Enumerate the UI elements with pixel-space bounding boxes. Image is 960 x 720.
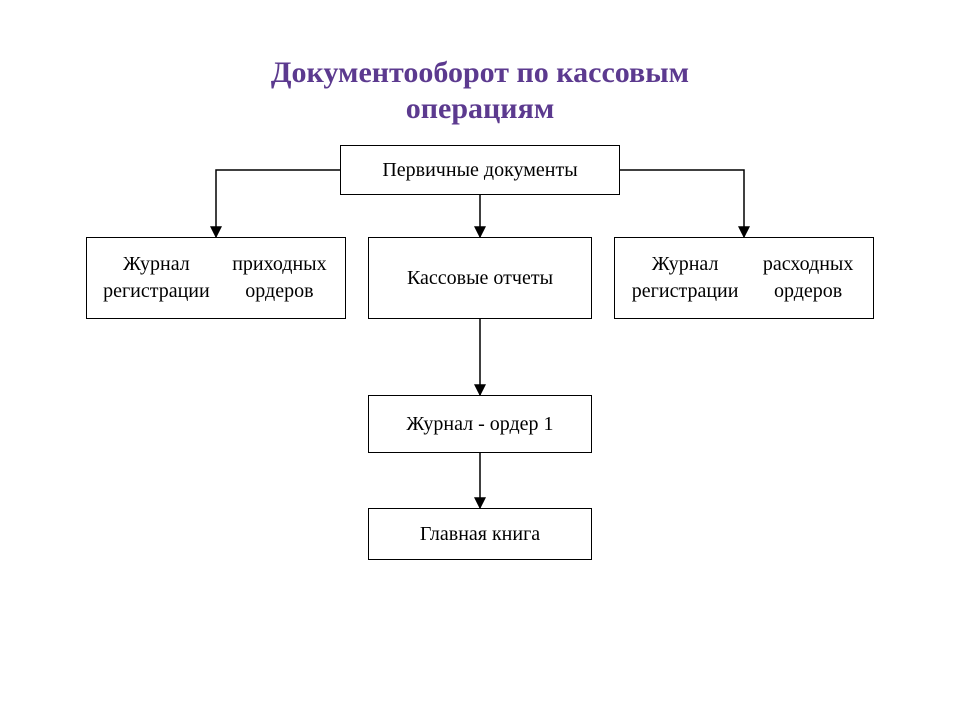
node-n_top: Первичные документы xyxy=(340,145,620,195)
title-line-2: операциям xyxy=(406,92,555,125)
page-title: Документооборот по кассовым операциям xyxy=(0,55,960,127)
node-n_book: Главная книга xyxy=(368,508,592,560)
title-line-1: Документооборот по кассовым xyxy=(271,56,689,89)
diagram-canvas: Документооборот по кассовым операциям Пе… xyxy=(0,0,960,720)
node-n_left: Журнал регистрацииприходных ордеров xyxy=(86,237,346,319)
node-label: Журнал регистрации xyxy=(93,251,220,305)
node-n_right: Журнал регистрациирасходных ордеров xyxy=(614,237,874,319)
node-label: Журнал регистрации xyxy=(621,251,749,305)
node-label: расходных ордеров xyxy=(749,251,867,305)
node-label: приходных ордеров xyxy=(220,251,339,305)
edge xyxy=(216,170,340,237)
node-n_mid: Кассовые отчеты xyxy=(368,237,592,319)
node-n_order: Журнал - ордер 1 xyxy=(368,395,592,453)
edge xyxy=(620,170,744,237)
node-label: Кассовые отчеты xyxy=(407,265,553,292)
node-label: Первичные документы xyxy=(382,157,577,184)
node-label: Главная книга xyxy=(420,521,540,548)
node-label: Журнал - ордер 1 xyxy=(406,411,553,438)
